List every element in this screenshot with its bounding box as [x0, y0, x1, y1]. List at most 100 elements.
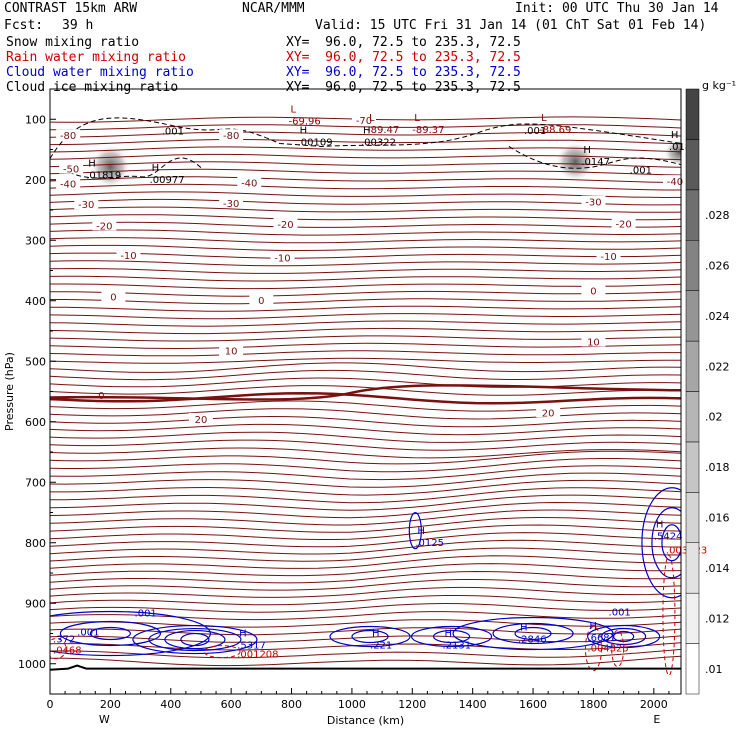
isotherm-line: [50, 139, 681, 146]
isotherm-line: [50, 131, 681, 138]
isotherm-line: [50, 146, 681, 153]
y-tick-label: 600: [25, 416, 46, 429]
isotherm-label: -40: [60, 180, 76, 191]
isotherm-label-bg: [270, 251, 295, 263]
extremum-value: .6681: [587, 633, 616, 644]
isotherm-line: [50, 595, 681, 606]
extremum-value: .01819: [86, 171, 121, 182]
temperature-contours: [50, 116, 681, 667]
extremum-value: -69.96: [289, 117, 321, 128]
isotherm-line: [50, 244, 681, 251]
colorbar-segment: [685, 492, 700, 544]
colorbar-segment: [685, 391, 700, 443]
colorbar-tick-label: .014: [705, 562, 730, 575]
extremum-value: .00322: [361, 137, 396, 148]
isotherm-line: [50, 327, 681, 335]
isotherm-line: [50, 377, 681, 388]
extremum-value: .004325: [587, 644, 628, 655]
extremum-value: .0147: [581, 157, 610, 168]
isotherm-label: -10: [120, 251, 136, 262]
cloud-water-contour: [661, 524, 681, 562]
isotherm-label-bg: [273, 218, 298, 230]
colorbar-tick-label: .026: [705, 259, 730, 272]
isotherm-label-bg: [219, 196, 244, 208]
isotherm-line: [50, 221, 681, 228]
isotherm-label: -30: [78, 200, 94, 211]
isotherm-line: [50, 408, 681, 420]
isotherm-line: [50, 183, 681, 191]
isotherm-label-bg: [101, 290, 126, 302]
extremum-marker: H: [300, 125, 308, 136]
cloud-water-contour: [651, 507, 681, 579]
terrain-surface: [50, 664, 681, 671]
extremum-marker: L: [369, 113, 375, 124]
rain-water-contour: [662, 554, 676, 676]
extremum-marker: H: [152, 163, 160, 174]
isotherm-line: [50, 168, 681, 176]
center-text: NCAR/MMM: [242, 1, 305, 16]
isotherm-label-bg: [188, 412, 213, 424]
x-axis-title: Distance (km): [327, 714, 404, 727]
isotherm-label: -20: [615, 220, 631, 231]
colorbar-segment: [685, 189, 700, 241]
cloud-water-contour: [408, 512, 422, 550]
rain-water-contour: [584, 626, 602, 672]
colorbar-unit: g kg⁻¹: [702, 79, 736, 92]
rain-water-contour: [50, 638, 67, 660]
isotherm-line: [50, 335, 681, 342]
cloud-water-contour: [492, 622, 574, 645]
isotherm-line: [50, 547, 681, 562]
isotherm-line: [50, 532, 681, 548]
isotherm-line: [50, 214, 681, 221]
isotherm-line: [50, 153, 681, 161]
isotherm-line: [50, 198, 681, 206]
colorbar-segment: [685, 643, 700, 695]
field-snow-xy: XY= 96.0, 72.5 to 235.3, 72.5: [286, 35, 521, 50]
extremum-marker: H: [417, 526, 425, 537]
isotherm-label-bg: [581, 284, 606, 296]
y-tick-label: 100: [25, 113, 46, 126]
rain-water-contour: [203, 645, 241, 659]
isotherm-label: -20: [96, 221, 112, 232]
y-tick-label: 700: [25, 476, 46, 489]
isotherm-line: [50, 563, 681, 577]
rain-water-contours: [50, 554, 676, 676]
colorbar-tick-label: .012: [705, 612, 730, 625]
isotherm-label: -10: [600, 252, 616, 263]
y-tick-label: 500: [25, 355, 46, 368]
extremum-marker: H: [363, 125, 371, 136]
cloud-water-value: .001: [77, 627, 99, 638]
y-tick-label: 300: [25, 234, 46, 247]
isotherm-label: -10: [274, 253, 290, 264]
isotherm-label-bg: [219, 129, 244, 141]
extremum-value: .001208: [237, 650, 278, 661]
x-tick-label: 1400: [459, 698, 487, 711]
isotherm-line: [50, 415, 681, 428]
cloud-ice-value: .001: [524, 126, 546, 137]
cloud-water-contour: [641, 487, 681, 599]
isotherm-line: [50, 176, 681, 183]
isotherm-line: [50, 369, 681, 381]
colorbar-tick-label: .022: [705, 360, 730, 373]
x-tick-label: 1200: [398, 698, 426, 711]
isotherm-line: [50, 586, 681, 598]
extremum-value: -88.69: [539, 125, 571, 136]
isotherm-label-bg: [581, 195, 606, 207]
extremum-value: .00977: [150, 175, 185, 186]
colorbar-segment: [685, 290, 700, 342]
extremum-value: .0125: [415, 538, 444, 549]
isotherm-label: 10: [587, 337, 600, 348]
colorbar-segment: [685, 139, 700, 191]
isotherm-line: [50, 206, 681, 213]
isotherm-line: [50, 298, 681, 305]
extremum-value: -89.47: [367, 125, 399, 136]
isotherm-line: [50, 539, 681, 555]
isotherm-line: [50, 313, 681, 320]
y-tick-label: 200: [25, 174, 46, 187]
cloud-water-contour: [410, 625, 493, 648]
extremum-value: .5317: [237, 641, 266, 652]
isotherm-line: [50, 555, 681, 569]
isotherm-line: [50, 431, 681, 443]
isotherm-label: 0: [258, 296, 264, 307]
